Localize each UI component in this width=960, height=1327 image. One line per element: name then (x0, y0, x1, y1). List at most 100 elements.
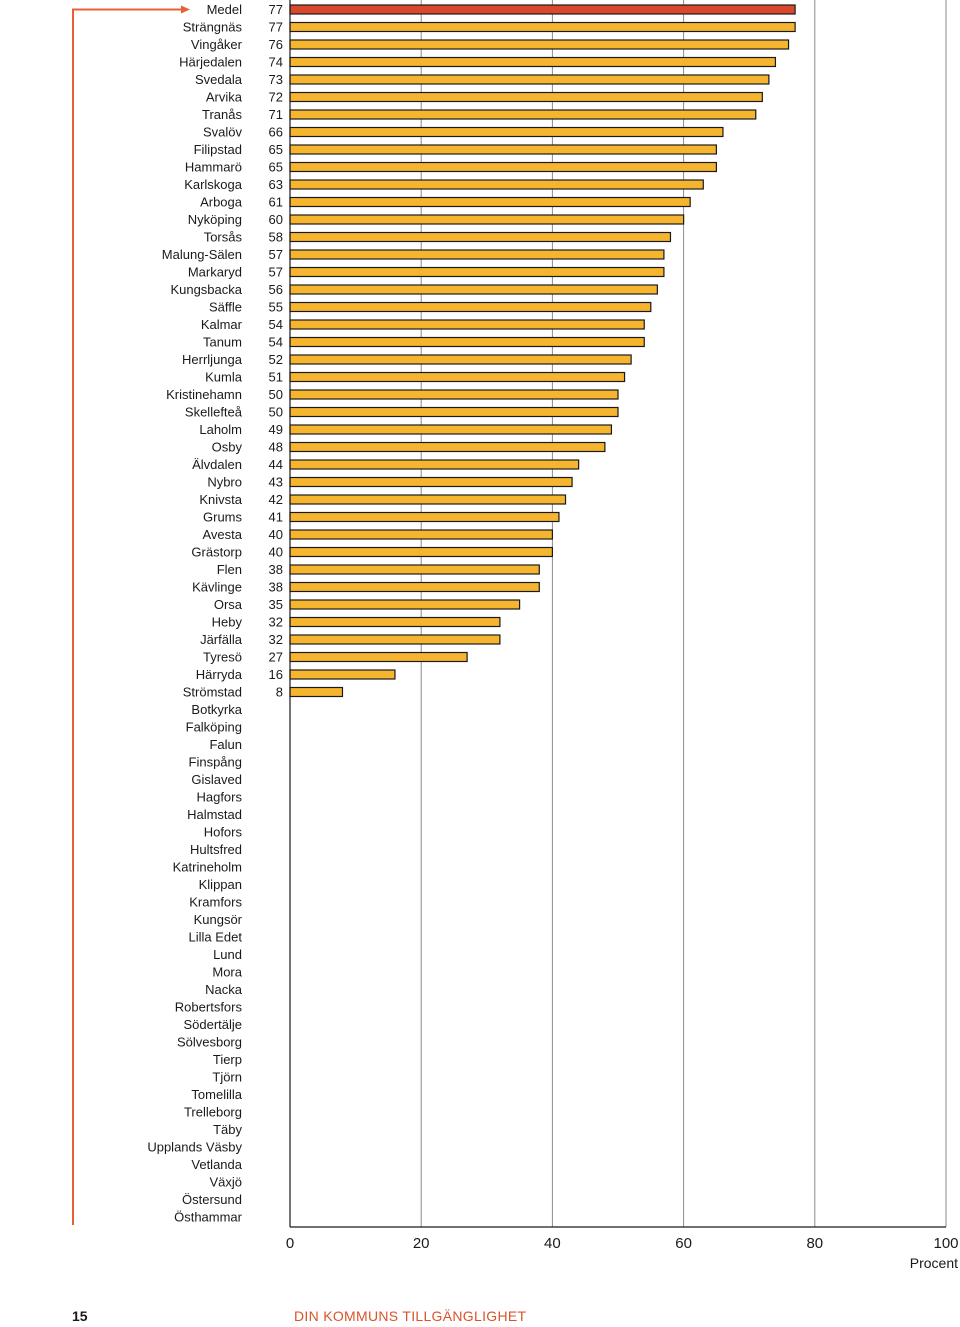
value-label: 61 (269, 195, 283, 210)
bracket-line (72, 8, 186, 1225)
bar (289, 179, 704, 190)
category-label: Filipstad (194, 142, 242, 157)
category-label: Hofors (204, 825, 243, 840)
category-label: Tranås (202, 107, 242, 122)
category-label: Hagfors (196, 790, 242, 805)
bar (289, 144, 717, 155)
value-label: 40 (269, 545, 283, 560)
bar (289, 669, 396, 680)
category-label: Torsås (204, 230, 243, 245)
bar (289, 354, 632, 365)
value-labels: 77 77 76 74 73 72 71 66 65 65 63 61 60 58 57 57 56 55 54 54… (269, 2, 283, 700)
category-label: Heby (212, 615, 243, 630)
value-label: 44 (269, 457, 283, 472)
bar (289, 651, 468, 663)
bar (289, 371, 626, 383)
bar (289, 389, 619, 400)
category-label: Härryda (196, 667, 243, 682)
category-label: Tanum (203, 335, 242, 350)
category-label: Älvdalen (192, 457, 242, 472)
category-label: Vingåker (191, 37, 243, 52)
value-label: 55 (269, 300, 283, 315)
bar (289, 459, 580, 470)
bar (289, 599, 521, 610)
value-label: 40 (269, 527, 283, 542)
bar (289, 301, 652, 313)
value-label: 65 (269, 160, 283, 175)
value-label: 38 (269, 562, 283, 577)
bar (289, 39, 790, 50)
x-tick-label: 20 (413, 1235, 430, 1252)
category-label: Medel (207, 2, 243, 17)
value-label: 51 (269, 370, 283, 385)
category-labels: Medel Strängnäs Vingåker Härjedalen Svedala A… (147, 2, 242, 1225)
value-label: 32 (269, 615, 283, 630)
x-tick-label: 80 (806, 1235, 823, 1252)
category-label: Strängnäs (183, 20, 243, 35)
category-label: Herrljunga (182, 352, 243, 367)
bar (289, 686, 344, 698)
category-label: Växjö (209, 1175, 242, 1190)
value-label: 56 (269, 282, 283, 297)
bar (289, 546, 553, 558)
x-tick-label: 100 (933, 1235, 958, 1252)
value-label: 71 (269, 107, 283, 122)
category-label: Lilla Edet (189, 930, 243, 945)
value-label: 50 (269, 387, 283, 402)
value-label: 41 (269, 510, 283, 525)
category-label: Falun (209, 737, 242, 752)
category-label: Härjedalen (179, 55, 242, 70)
bar (289, 476, 573, 488)
category-label: Flen (217, 562, 242, 577)
bar (289, 406, 619, 418)
category-label: Karlskoga (184, 177, 243, 192)
category-label: Grästorp (191, 545, 242, 560)
bar (289, 424, 613, 435)
value-label: 65 (269, 142, 283, 157)
bar (289, 511, 560, 523)
x-tick-label: 60 (675, 1235, 692, 1252)
category-label: Täby (213, 1122, 242, 1137)
category-label: Arvika (206, 90, 243, 105)
value-label: 32 (269, 632, 283, 647)
category-label: Botkyrka (191, 702, 242, 717)
bar (289, 529, 553, 540)
category-label: Kungsör (194, 912, 243, 927)
category-label: Kalmar (201, 317, 243, 332)
category-label: Finspång (189, 755, 242, 770)
bar (289, 319, 645, 330)
page-number: 15 (72, 1308, 88, 1324)
bar (289, 126, 724, 138)
value-label: 54 (269, 335, 283, 350)
bar (289, 196, 691, 208)
value-label: 27 (269, 650, 283, 665)
section-title: DIN KOMMUNS TILLGÄNGLIGHET (294, 1308, 527, 1324)
value-label: 48 (269, 440, 283, 455)
category-label: Vetlanda (191, 1157, 242, 1172)
value-label: 52 (269, 352, 283, 367)
category-label: Hultsfred (190, 842, 242, 857)
bar (289, 74, 770, 85)
bar (289, 21, 796, 33)
category-label: Malung-Sälen (162, 247, 242, 262)
value-label: 38 (269, 580, 283, 595)
x-tick-label: 40 (544, 1235, 561, 1252)
bar (289, 56, 777, 68)
category-label: Skellefteå (185, 405, 243, 420)
category-label: Laholm (199, 422, 242, 437)
category-label: Osby (212, 440, 243, 455)
category-label: Gislaved (191, 772, 242, 787)
x-tick-label: 0 (286, 1235, 294, 1252)
value-label: 77 (269, 2, 283, 17)
value-label: 77 (269, 20, 283, 35)
category-label: Sölvesborg (177, 1035, 242, 1050)
value-label: 57 (269, 265, 283, 280)
value-label: 66 (269, 125, 283, 140)
bracket-arrowhead (181, 5, 190, 14)
bars (289, 4, 796, 698)
category-label: Strömstad (183, 685, 242, 700)
category-label: Järfälla (200, 632, 243, 647)
category-label: Upplands Väsby (147, 1140, 242, 1155)
value-label: 50 (269, 405, 283, 420)
bar (289, 616, 501, 628)
